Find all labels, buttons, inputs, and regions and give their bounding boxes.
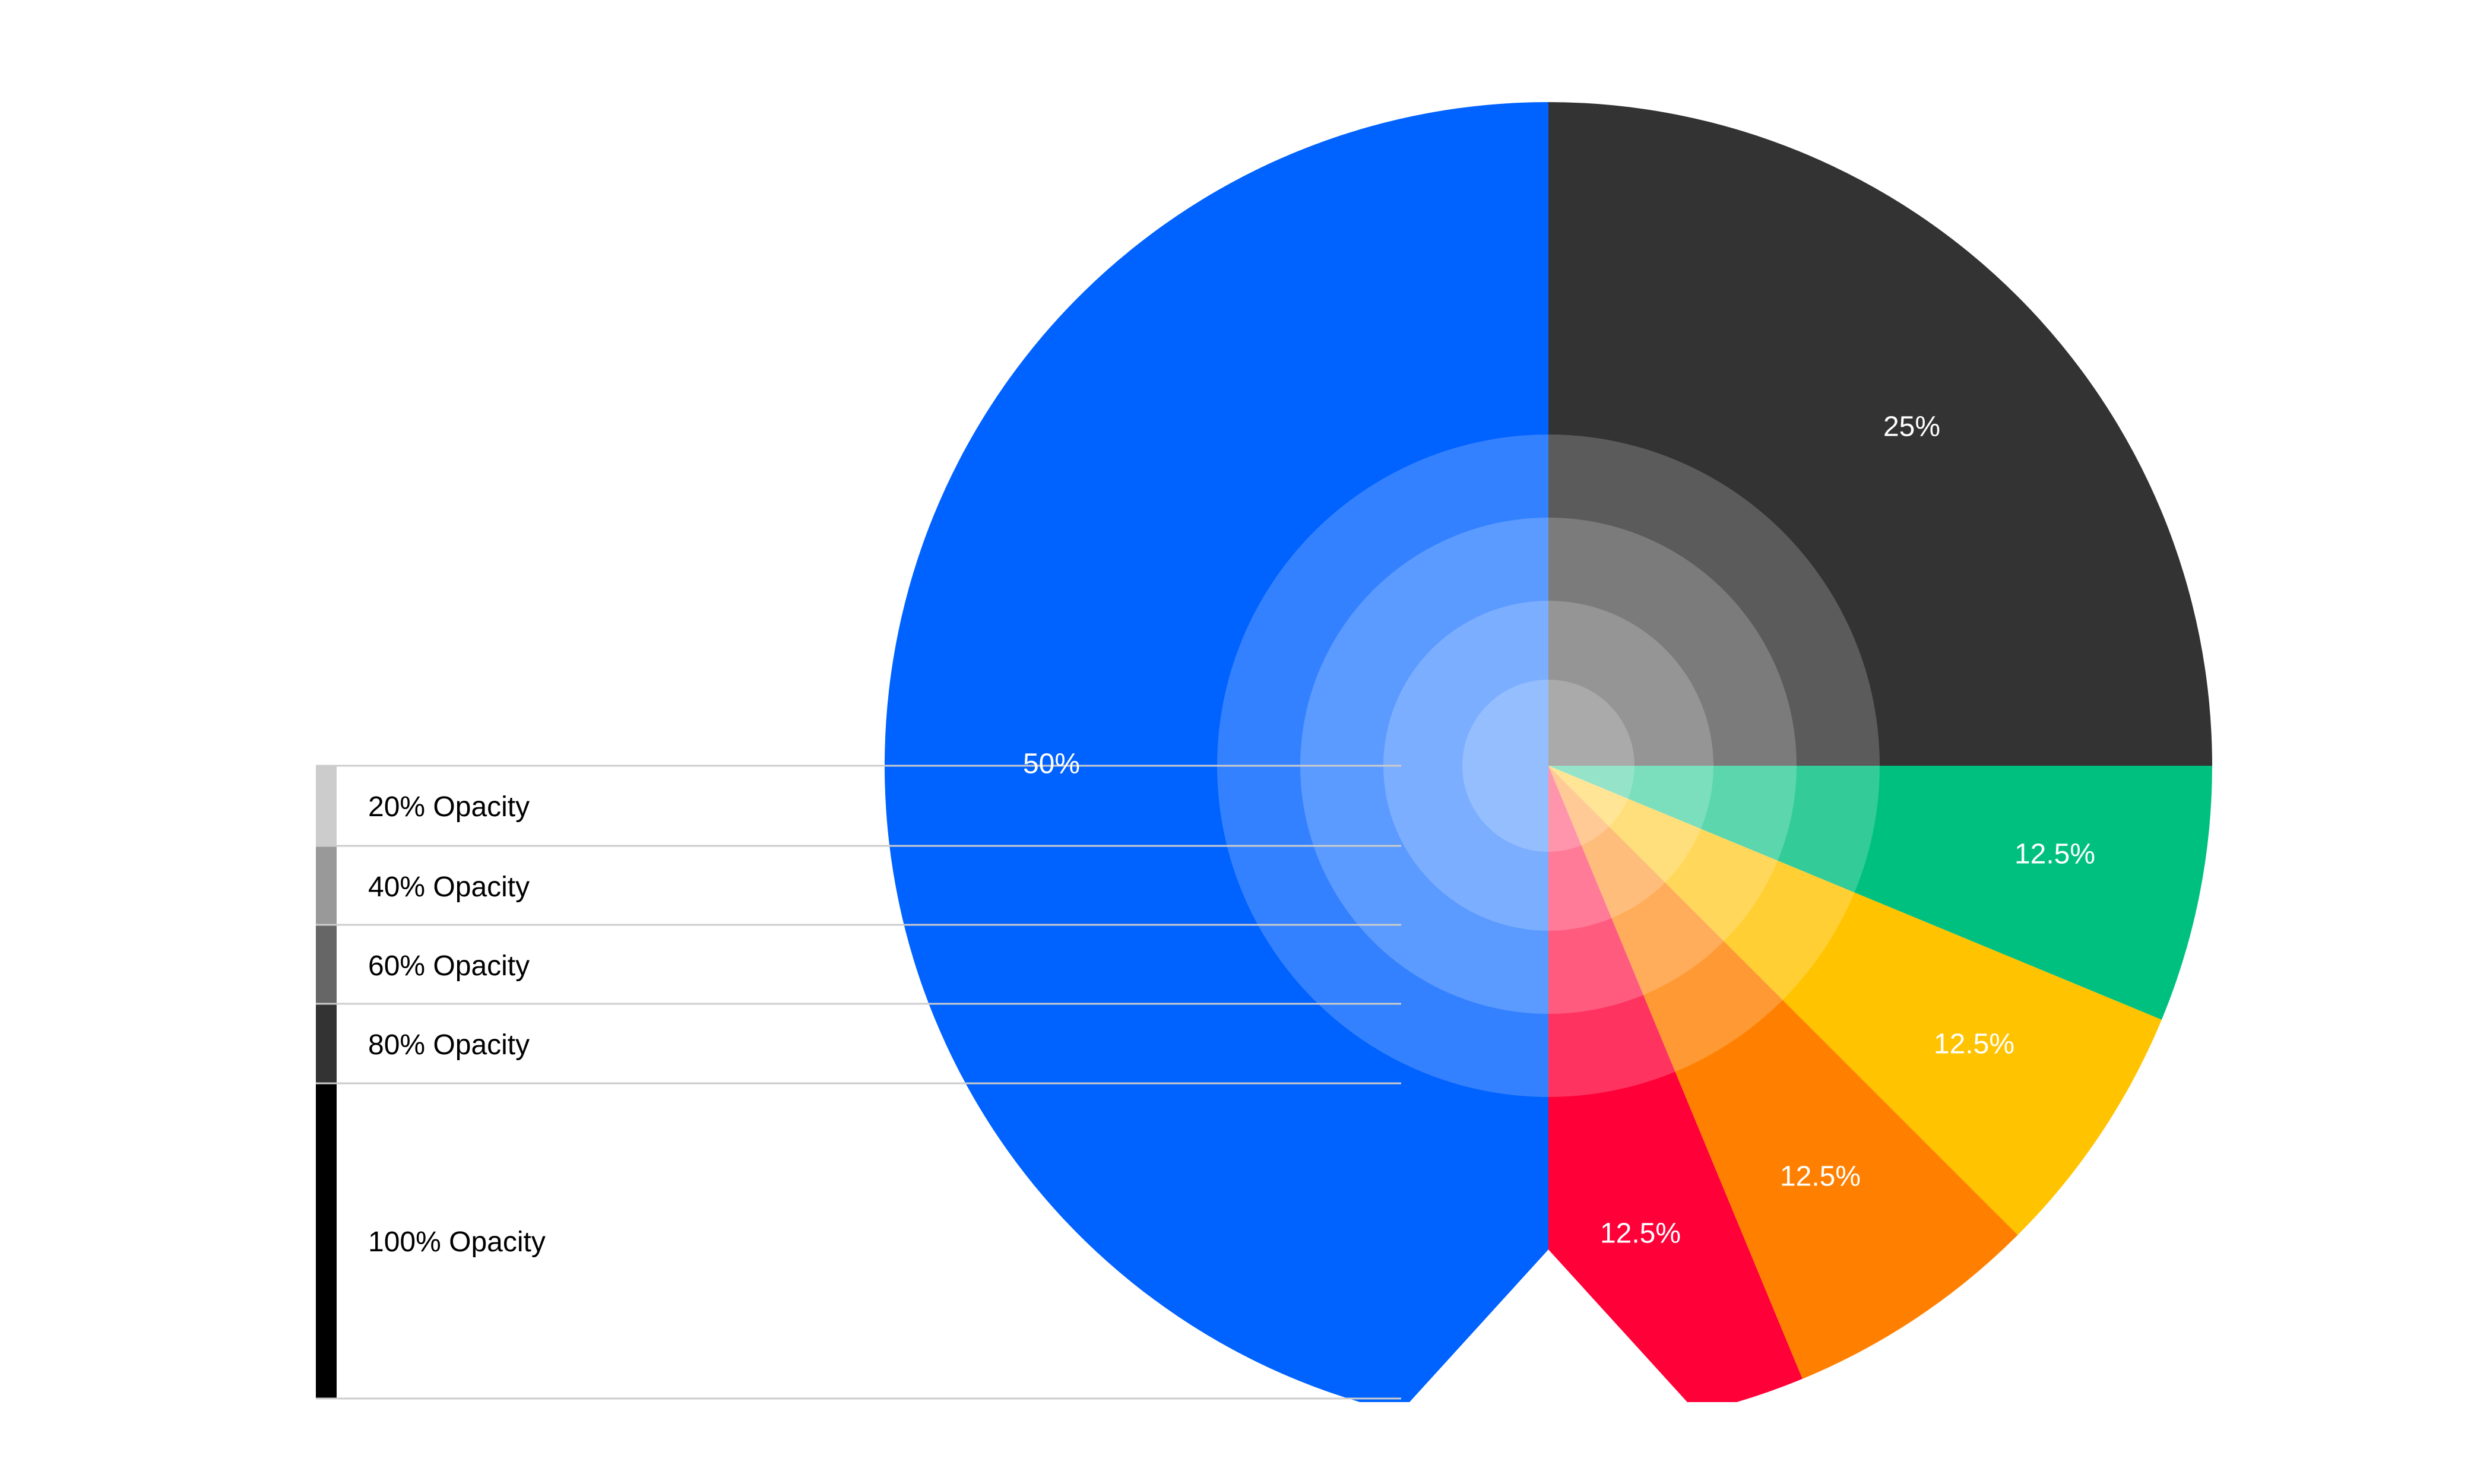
legend-label-2: 40% Opacity [368, 871, 530, 903]
opacity-ring-2 [1300, 518, 1797, 1014]
pie-slice-2 [1548, 102, 2212, 766]
slice-label-3: 12.5% [2014, 839, 2095, 870]
slice-labels: 50% 25% 12.5% 12.5% 12.5% 12.5% [1023, 411, 2095, 1250]
slice-label-4: 12.5% [1934, 1029, 2014, 1060]
opacity-ring-4 [1462, 680, 1634, 852]
pie-slice-5 [1548, 766, 2018, 1379]
legend-label-1: 20% Opacity [368, 791, 530, 823]
pie-slices [885, 102, 2212, 1402]
legend-swatch-4 [316, 1004, 337, 1083]
legend-swatch-3 [316, 925, 337, 1004]
legend-swatch-1 [316, 766, 337, 846]
opacity-ring-1 [1217, 435, 1880, 1097]
opacity-rings [1217, 435, 1880, 1097]
slice-label-2: 25% [1883, 411, 1940, 443]
slice-label-1: 50% [1023, 749, 1080, 780]
pie-slice-4 [1548, 766, 2162, 1235]
legend-label-4: 80% Opacity [368, 1029, 530, 1061]
legend-label-5: 100% Opacity [368, 1226, 546, 1258]
pie-slice-6 [1548, 766, 1803, 1402]
legend-swatch-2 [316, 846, 337, 925]
pie-slice-3 [1548, 766, 2212, 1020]
slice-label-5: 12.5% [1780, 1161, 1861, 1193]
legend-swatch-5 [316, 1083, 337, 1399]
pie-slice-1 [885, 102, 1548, 1402]
opacity-legend: 20% Opacity 40% Opacity 60% Opacity 80% Opa… [316, 765, 1401, 1400]
slice-label-6: 12.5% [1600, 1218, 1681, 1250]
legend-label-3: 60% Opacity [368, 950, 530, 982]
opacity-ring-3 [1383, 601, 1713, 931]
